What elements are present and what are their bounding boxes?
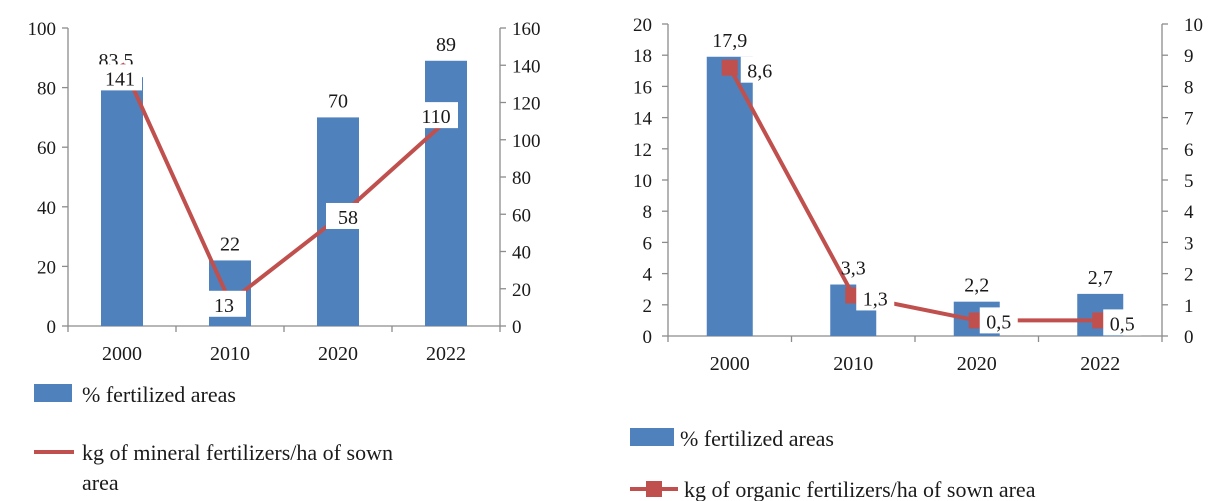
left-tick-label: 18 — [633, 46, 652, 67]
legend-line-marker — [646, 481, 662, 497]
right-tick-label: 6 — [1184, 140, 1194, 161]
left-tick-label: 0 — [643, 327, 653, 348]
x-category-label: 2010 — [833, 353, 873, 375]
right-tick-label: 120 — [512, 94, 541, 115]
bar-2000 — [101, 77, 143, 326]
left-tick-label: 14 — [633, 109, 653, 130]
line-data-label: 8,6 — [747, 61, 772, 83]
left-tick-label: 0 — [47, 317, 57, 338]
left-tick-label: 60 — [37, 138, 56, 159]
legend-line-label: kg of organic fertilizers/ha of sown are… — [684, 477, 1036, 501]
line-data-label-bg — [740, 56, 779, 83]
line-data-label-bg — [1103, 309, 1142, 336]
right-tick-label: 60 — [512, 205, 531, 226]
x-category-label: 2022 — [426, 343, 466, 365]
line-data-label: 110 — [421, 106, 450, 128]
line-data-label-bg — [414, 102, 458, 129]
x-category-label: 2000 — [102, 343, 142, 365]
bar-data-label: 17,9 — [712, 30, 747, 52]
right-tick-label: 160 — [512, 19, 541, 40]
legend-bar-swatch — [34, 384, 72, 402]
right-tick-label: 3 — [1184, 233, 1194, 254]
right-tick-label: 2 — [1184, 265, 1194, 286]
line-series — [727, 66, 1101, 323]
right-tick-label: 80 — [512, 168, 531, 189]
right-tick-label: 0 — [1184, 327, 1194, 348]
line-data-label: 0,5 — [986, 311, 1011, 333]
line-marker-2000 — [721, 59, 738, 76]
left-tick-label: 8 — [643, 202, 653, 223]
legend-line-label-part: area — [82, 470, 119, 495]
line-data-label-bg — [856, 284, 895, 311]
right-tick-label: 7 — [1184, 109, 1194, 130]
legend-bar-label: % fertilized areas — [680, 426, 834, 451]
right-tick-label: 4 — [1184, 202, 1194, 223]
left-tick-label: 20 — [37, 257, 56, 278]
x-category-label: 2020 — [957, 353, 997, 375]
left-tick-label: 100 — [28, 19, 57, 40]
bar-data-label: 22 — [220, 233, 240, 255]
bar-2022 — [425, 60, 467, 326]
left-tick-label: 40 — [37, 198, 56, 219]
x-category-label: 2000 — [710, 353, 750, 375]
line-data-label-bg — [326, 202, 370, 229]
bar-data-label: 70 — [328, 90, 348, 112]
line-data-label-bg — [979, 307, 1018, 334]
line-data-label-bg — [98, 64, 142, 91]
chart-mineral-fertilizers: 0 20 40 60 80 100 0 20 40 60 80 100 120 140 160 2000 201… — [28, 19, 541, 495]
legend-bar-label: % fertilized areas — [82, 382, 236, 407]
legend-line-label: kg of mineral fertilizers/ha of sown area — [82, 440, 393, 495]
right-tick-label: 20 — [512, 280, 531, 301]
bar-2000 — [706, 56, 753, 336]
left-tick-label: 6 — [643, 233, 653, 254]
bar-data-label: 89 — [436, 34, 456, 56]
left-tick-label: 4 — [643, 265, 653, 286]
line-data-label-bg — [202, 290, 246, 317]
right-tick-label: 9 — [1184, 46, 1194, 67]
left-tick-label: 12 — [633, 140, 652, 161]
left-tick-label: 10 — [633, 171, 652, 192]
line-data-label: 1,3 — [863, 288, 888, 310]
bar-data-label: 3,3 — [841, 258, 866, 280]
legend-bar-swatch — [630, 428, 674, 446]
left-tick-label: 2 — [643, 296, 653, 317]
line-data-label: 13 — [214, 295, 234, 317]
bar-data-label: 2,7 — [1088, 267, 1113, 289]
legend-line-label-part: kg of mineral fertilizers/ha of sown — [82, 440, 393, 465]
bar-data-label: 2,2 — [964, 275, 989, 297]
line-data-label: 0,5 — [1110, 313, 1135, 335]
x-category-label: 2010 — [210, 343, 250, 365]
x-category-label: 2022 — [1080, 353, 1120, 375]
line-data-label: 58 — [338, 207, 358, 229]
right-tick-label: 100 — [512, 131, 541, 152]
line-data-label: 141 — [105, 68, 135, 90]
right-tick-label: 5 — [1184, 171, 1194, 192]
left-tick-label: 20 — [633, 15, 652, 36]
right-tick-label: 1 — [1184, 296, 1194, 317]
line-series — [120, 62, 448, 304]
right-tick-label: 0 — [512, 317, 522, 338]
right-tick-label: 40 — [512, 243, 531, 264]
x-category-label: 2020 — [318, 343, 358, 365]
right-tick-label: 140 — [512, 56, 541, 77]
left-tick-label: 16 — [633, 77, 652, 98]
right-tick-label: 10 — [1184, 15, 1203, 36]
left-tick-label: 80 — [37, 79, 56, 100]
right-tick-label: 8 — [1184, 77, 1194, 98]
